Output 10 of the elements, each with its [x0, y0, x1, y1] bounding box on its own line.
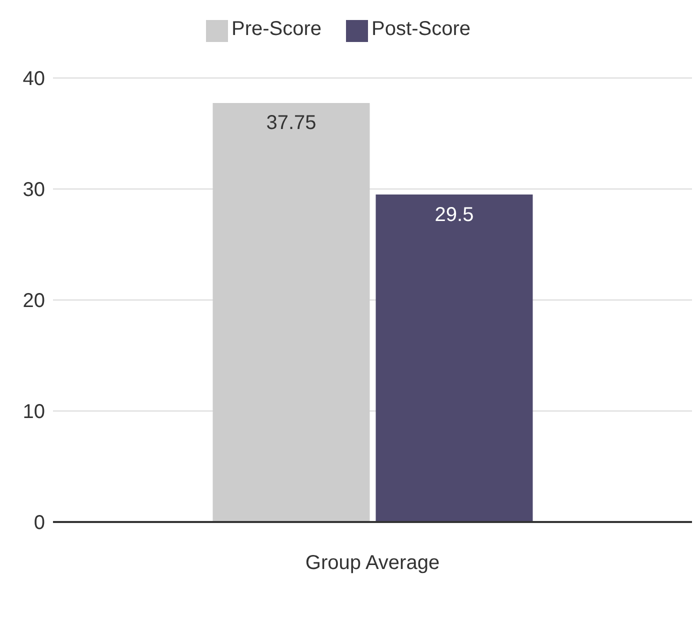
y-tick-label: 0 — [34, 512, 45, 534]
legend-label: Pre-Score — [232, 18, 322, 40]
data-label: 29.5 — [434, 204, 474, 226]
y-tick-label: 30 — [22, 179, 45, 202]
y-tick-label: 20 — [22, 290, 45, 312]
y-tick-label: 10 — [22, 401, 45, 424]
data-label: 37.75 — [266, 112, 316, 134]
y-tick-label: 40 — [22, 68, 45, 90]
x-tick-label: Group Average — [305, 552, 440, 574]
legend-label: Post-Score — [372, 18, 470, 40]
